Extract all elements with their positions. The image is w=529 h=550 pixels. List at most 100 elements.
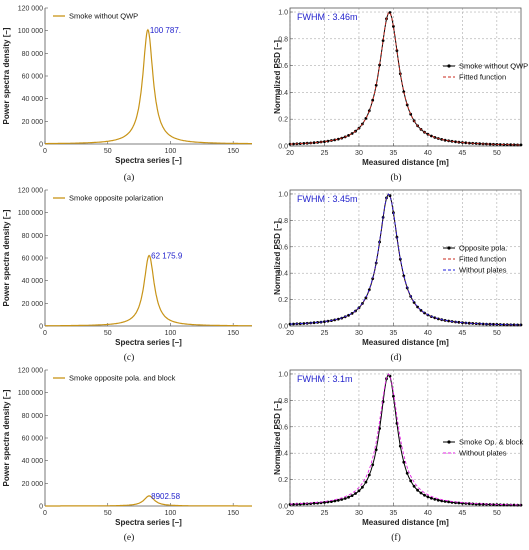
x-tick-label: 35	[390, 150, 398, 157]
series-line	[45, 495, 252, 507]
x-tick-label: 0	[43, 330, 47, 337]
x-tick-label: 35	[390, 510, 398, 517]
y-tick-label: 40 000	[22, 96, 44, 103]
panel-label: (a)	[124, 172, 135, 183]
y-axis-label: Power spectra density [–]	[2, 27, 11, 124]
x-tick-label: 100	[165, 330, 177, 337]
y-tick-label: 0.4	[278, 90, 288, 97]
data-point	[292, 322, 295, 326]
data-point	[488, 142, 492, 146]
data-point	[326, 319, 330, 323]
data-point	[371, 98, 375, 102]
y-tick-label: 0.0	[278, 504, 288, 511]
data-point	[454, 140, 457, 144]
data-point	[502, 323, 506, 326]
data-point	[423, 493, 426, 497]
data-point	[340, 498, 344, 501]
chart-panel-1: 0 50 100 150 0 20 000 40 000 60 000 80 000 100 00…	[2, 6, 252, 183]
data-point	[436, 498, 440, 502]
data-point	[457, 501, 461, 505]
y-tick-label: 80 000	[22, 233, 44, 240]
data-point	[416, 488, 419, 492]
peak-annotation: 8902.58	[151, 492, 180, 501]
y-axis-label: Normalized PSD [–]	[273, 40, 282, 114]
chart-panel-4: 20 25 30 35 40 45 50 0.0 0.2 0.4 0.6 0.8 1.0 Measured…	[273, 189, 523, 363]
y-tick-label: 0.2	[278, 297, 288, 304]
data-point	[412, 484, 416, 488]
data-point	[474, 142, 478, 145]
panel-label: (e)	[124, 532, 135, 543]
x-axis-label: Spectra series [–]	[115, 156, 182, 165]
x-tick-label: 20	[286, 510, 294, 517]
x-tick-label: 50	[104, 510, 112, 517]
x-tick-label: 0	[43, 148, 47, 155]
data-point	[467, 502, 471, 506]
legend-entry: Smoke Op. & block	[459, 438, 523, 447]
y-tick-label: 120 000	[18, 368, 43, 375]
x-tick-label: 50	[493, 330, 501, 337]
data-point	[402, 90, 406, 94]
x-tick-label: 40	[424, 510, 432, 517]
data-point	[378, 63, 381, 67]
data-point	[312, 141, 316, 145]
data-point	[512, 503, 516, 507]
plot-frame	[289, 189, 522, 327]
panel-label: (f)	[391, 532, 401, 543]
y-tick-label: 0.8	[278, 398, 288, 405]
data-point	[374, 83, 378, 87]
y-tick-label: 80 000	[22, 51, 44, 58]
x-tick-label: 50	[104, 330, 112, 337]
data-point	[371, 463, 375, 467]
peak-annotation: 100 787.	[150, 26, 181, 35]
chart-panel-2: 20 25 30 35 40 45 50 0.0 0.2 0.4 0.6 0.8 1.0 Measured…	[273, 7, 528, 183]
x-axis-label: Measured distance [m]	[362, 158, 449, 167]
data-point	[336, 137, 340, 141]
fwhm-label: FWHM : 3.45m	[297, 194, 358, 204]
x-tick-label: 35	[390, 330, 398, 337]
data-point	[409, 479, 413, 483]
y-tick-label: 60 000	[22, 436, 44, 443]
y-tick-label: 100 000	[18, 210, 43, 217]
data-point	[350, 494, 354, 497]
data-point	[443, 138, 447, 142]
y-tick-label: 0.2	[278, 117, 288, 124]
y-tick-label: 0	[39, 142, 43, 149]
x-tick-label: 45	[458, 150, 466, 157]
y-tick-label: 20 000	[22, 481, 44, 488]
data-point	[492, 322, 495, 326]
data-point	[302, 142, 306, 145]
y-tick-label: 0.6	[278, 244, 288, 251]
y-tick-label: 0.4	[278, 271, 288, 278]
data-point	[292, 142, 295, 146]
panel-label: (c)	[124, 352, 135, 363]
legend-entry: Without plates	[459, 449, 507, 458]
chart-panel-5: 0 50 100 150 0 20 000 40 000 60 000 80 000 100 00…	[2, 368, 252, 543]
y-tick-label: 1.0	[278, 10, 288, 17]
legend-entry: Opposite pola.	[459, 244, 507, 253]
legend-swatch	[447, 64, 451, 68]
y-tick-label: 0.0	[278, 324, 288, 331]
data-point	[512, 323, 516, 327]
data-point	[347, 495, 350, 499]
y-tick-label: 0.2	[278, 477, 288, 484]
x-axis-label: Spectra series [–]	[115, 338, 182, 347]
y-tick-label: 80 000	[22, 413, 44, 420]
data-point	[467, 321, 471, 325]
legend-entry: Smoke without QWP	[459, 62, 528, 71]
y-tick-label: 60 000	[22, 74, 44, 81]
y-tick-label: 0	[39, 504, 43, 511]
y-axis-label: Power spectra density [–]	[2, 209, 11, 306]
data-point	[323, 140, 326, 144]
x-tick-label: 20	[286, 330, 294, 337]
x-tick-label: 25	[321, 510, 329, 517]
x-tick-label: 40	[424, 150, 432, 157]
x-axis-label: Measured distance [m]	[362, 338, 449, 347]
data-point	[502, 503, 506, 507]
data-point	[464, 141, 468, 145]
y-tick-label: 0.4	[278, 451, 288, 458]
data-point	[312, 321, 316, 325]
x-axis-label: Measured distance [m]	[362, 518, 449, 527]
series-line	[289, 11, 521, 146]
legend-swatch	[447, 246, 451, 250]
